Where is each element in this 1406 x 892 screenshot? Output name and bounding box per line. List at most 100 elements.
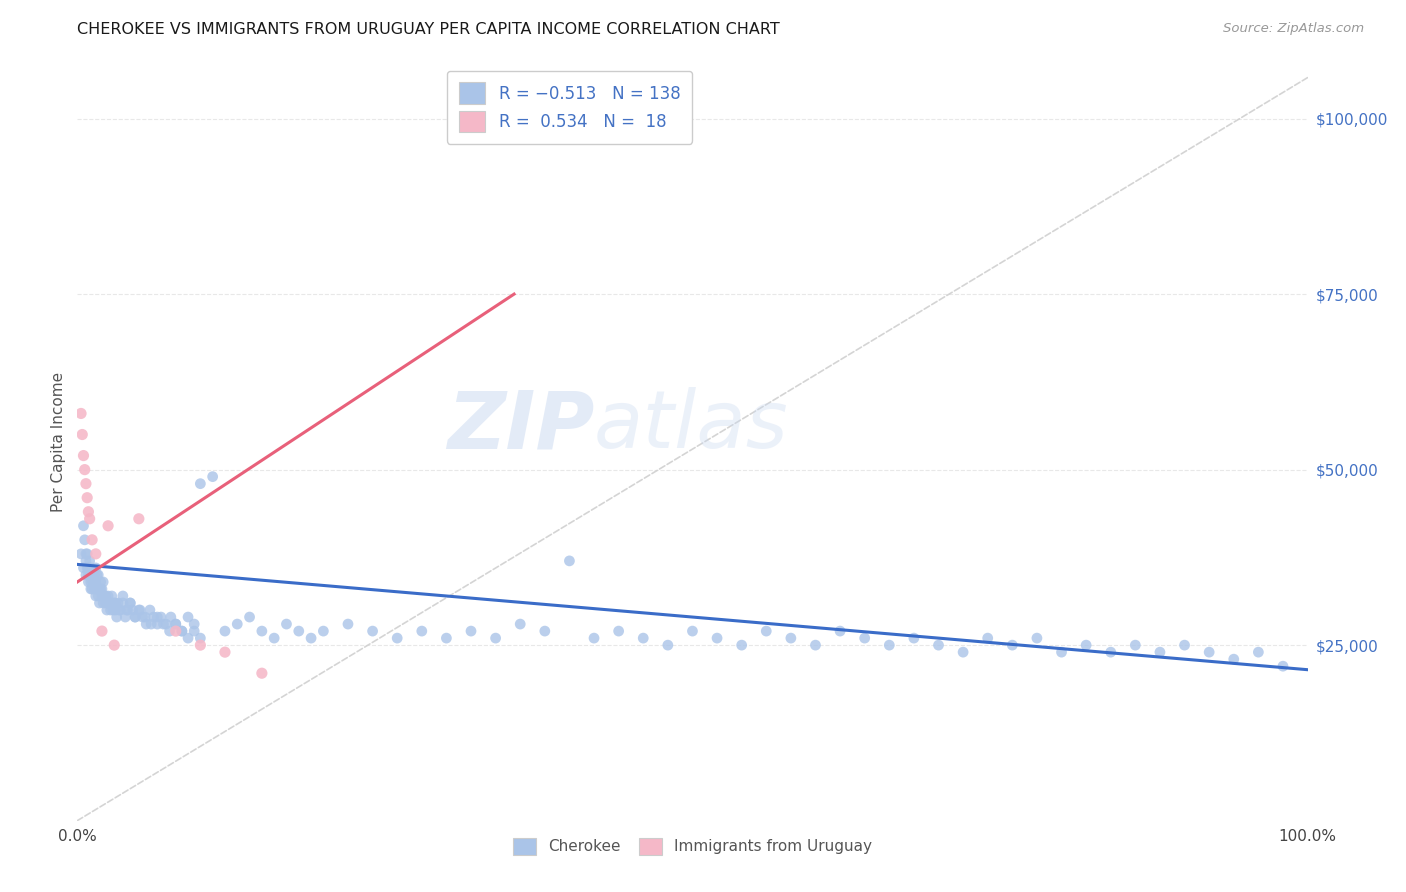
Point xyxy=(177,610,200,624)
Point xyxy=(165,617,187,632)
Point xyxy=(170,624,193,639)
Text: atlas: atlas xyxy=(595,387,789,466)
Text: CHEROKEE VS IMMIGRANTS FROM URUGUAY PER CAPITA INCOME CORRELATION CHART: CHEROKEE VS IMMIGRANTS FROM URUGUAY PER … xyxy=(77,22,780,37)
Point xyxy=(97,596,120,610)
Point xyxy=(98,596,121,610)
Point xyxy=(80,561,103,575)
Point xyxy=(160,610,183,624)
Point xyxy=(72,449,94,463)
Point xyxy=(128,603,150,617)
Point xyxy=(239,610,262,624)
Point xyxy=(73,533,96,547)
Point xyxy=(124,610,146,624)
Point xyxy=(141,617,163,632)
Point xyxy=(903,631,925,645)
Point xyxy=(108,603,131,617)
Text: ZIP: ZIP xyxy=(447,387,595,466)
Point xyxy=(583,631,606,645)
Point xyxy=(107,596,129,610)
Point xyxy=(731,638,754,652)
Point xyxy=(82,582,104,596)
Point xyxy=(385,631,409,645)
Point xyxy=(1174,638,1197,652)
Point xyxy=(1099,645,1122,659)
Point xyxy=(1223,652,1246,666)
Point xyxy=(70,407,93,421)
Point xyxy=(104,596,127,610)
Point xyxy=(104,603,127,617)
Point xyxy=(755,624,778,639)
Point xyxy=(1149,645,1171,659)
Point xyxy=(155,617,177,632)
Point xyxy=(436,631,458,645)
Text: Source: ZipAtlas.com: Source: ZipAtlas.com xyxy=(1223,22,1364,36)
Point xyxy=(115,603,138,617)
Point xyxy=(146,617,169,632)
Point xyxy=(361,624,384,639)
Point xyxy=(952,645,974,659)
Y-axis label: Per Capita Income: Per Capita Income xyxy=(51,371,66,512)
Point xyxy=(134,610,156,624)
Point xyxy=(250,624,273,639)
Point xyxy=(607,624,630,639)
Point xyxy=(103,596,125,610)
Point xyxy=(1125,638,1147,652)
Point xyxy=(188,476,212,491)
Point xyxy=(77,561,100,575)
Point xyxy=(534,624,557,639)
Point xyxy=(87,589,110,603)
Point xyxy=(73,462,96,476)
Point xyxy=(509,617,531,632)
Point xyxy=(117,603,139,617)
Point xyxy=(84,547,107,561)
Point xyxy=(131,610,153,624)
Point xyxy=(188,631,212,645)
Point xyxy=(89,596,111,610)
Point xyxy=(250,666,273,681)
Point xyxy=(90,624,114,639)
Point xyxy=(411,624,433,639)
Point xyxy=(1198,645,1220,659)
Point xyxy=(1272,659,1295,673)
Point xyxy=(75,554,97,568)
Point xyxy=(201,469,224,483)
Point xyxy=(84,589,107,603)
Point xyxy=(1076,638,1098,652)
Point xyxy=(165,624,187,639)
Point xyxy=(657,638,679,652)
Point xyxy=(103,638,125,652)
Point xyxy=(263,631,285,645)
Point xyxy=(101,596,124,610)
Point xyxy=(1026,631,1049,645)
Point xyxy=(93,589,115,603)
Point xyxy=(853,631,876,645)
Point xyxy=(1050,645,1073,659)
Point xyxy=(1001,638,1024,652)
Point xyxy=(101,603,124,617)
Point xyxy=(558,554,581,568)
Point xyxy=(165,617,187,632)
Point xyxy=(89,582,111,596)
Point xyxy=(120,596,142,610)
Point xyxy=(94,589,117,603)
Point xyxy=(77,505,100,519)
Point xyxy=(128,512,150,526)
Point xyxy=(79,512,101,526)
Point xyxy=(460,624,482,639)
Point xyxy=(121,603,143,617)
Point xyxy=(485,631,508,645)
Point xyxy=(82,533,104,547)
Point xyxy=(830,624,852,639)
Point xyxy=(706,631,728,645)
Legend: Cherokee, Immigrants from Uruguay: Cherokee, Immigrants from Uruguay xyxy=(505,830,880,863)
Point xyxy=(83,568,105,582)
Point xyxy=(87,568,110,582)
Point xyxy=(146,610,169,624)
Point xyxy=(183,624,205,639)
Point xyxy=(159,624,181,639)
Point xyxy=(76,561,98,575)
Point xyxy=(188,638,212,652)
Point xyxy=(170,624,193,639)
Point xyxy=(90,574,112,589)
Point xyxy=(1247,645,1270,659)
